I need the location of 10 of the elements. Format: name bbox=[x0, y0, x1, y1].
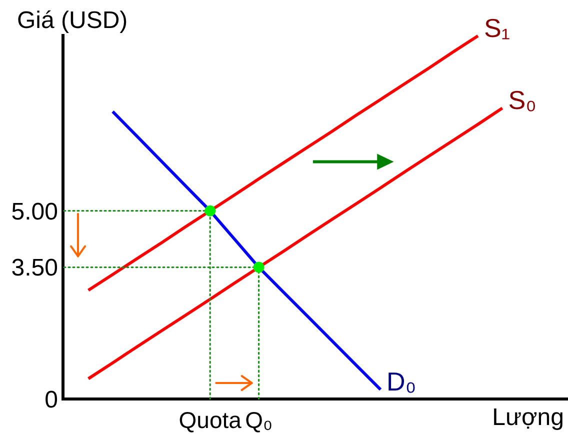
y-tick-label: 0 bbox=[44, 386, 58, 414]
x-axis-title: Lượng bbox=[492, 404, 564, 431]
series-label: S₀ bbox=[508, 85, 536, 116]
x-tick-label: Q₀ bbox=[245, 407, 273, 433]
y-tick-label: 5.00 bbox=[11, 198, 58, 226]
y-axis-title: Giá (USD) bbox=[17, 7, 128, 34]
series-label: S₁ bbox=[484, 12, 510, 43]
x-tick-label: Quota bbox=[178, 407, 242, 433]
series-label: D₀ bbox=[386, 366, 416, 397]
y-tick-label: 3.50 bbox=[11, 254, 58, 282]
